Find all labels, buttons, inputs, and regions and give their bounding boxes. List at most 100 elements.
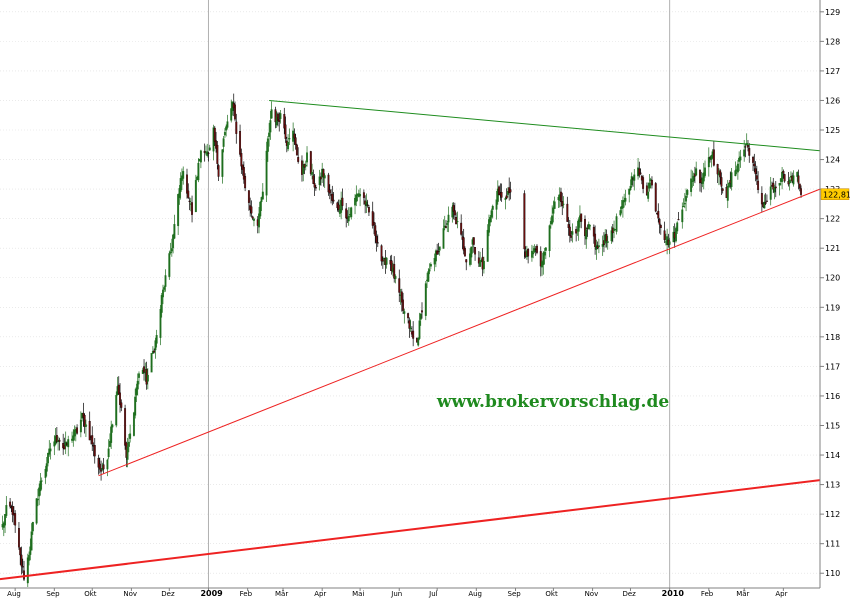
candle-body [359,194,362,197]
candle-body [648,182,651,189]
candle-body [393,264,396,279]
candle-body [38,487,41,497]
candle-body [748,148,751,156]
candle-body [366,204,369,206]
candle-body [138,373,140,378]
candle-body [154,340,157,351]
candle-body [676,222,679,232]
candle-body [173,224,176,239]
candle-body [592,226,595,237]
candle-body [275,116,278,126]
candle-body [21,566,24,568]
candle-body [39,480,42,492]
candle-body [328,189,331,194]
candle-body [400,291,403,303]
candle-body [29,546,32,555]
x-tick-label-16: Dez [622,590,636,598]
candle-body [304,165,307,167]
candle-body [213,127,216,142]
candle-body [373,221,375,226]
candle-body [340,200,343,213]
candle-body [297,157,300,162]
candle-body [403,311,406,314]
candle-body [418,320,421,339]
candle-body [739,156,742,161]
candle-body [20,554,23,567]
candle-body [153,350,156,353]
candle-body [318,176,321,186]
x-tick-label-0: Aug [7,590,21,598]
candle-body [421,310,423,313]
y-tick-label-128: 128 [825,37,840,46]
candle-body [55,434,58,443]
candle-body [9,501,12,507]
x-tick-label-13: Sep [508,590,522,598]
candle-body [584,219,586,237]
candle-body [754,168,757,175]
candle-body [355,194,358,202]
candle-body [162,289,164,298]
candle-body [560,191,562,203]
trendline-long-term-support [0,479,821,581]
candle-body [544,247,547,251]
candle-body [543,252,546,256]
candle-body [302,165,305,174]
candle-body [203,151,206,153]
candle-body [633,174,636,181]
candle-body [589,225,591,227]
candle-body [707,157,710,168]
candle-body [495,199,498,210]
candle-body [98,463,101,470]
candle-body [225,126,228,131]
candle-body [553,201,556,209]
candle-body [170,248,173,252]
candle-body [270,109,273,119]
candle-body [14,513,17,526]
candle-body [489,217,492,223]
candle-body [597,245,600,248]
candle-body [764,202,767,204]
candle-body [251,216,254,219]
candle-body [744,146,747,148]
last-price-label: 122,81 [823,191,850,200]
candle-body [456,221,459,223]
candle-body [716,164,719,175]
candle-body [782,171,785,174]
candle-body [424,283,427,316]
candle-body [337,204,340,211]
candle-body [215,140,218,149]
candle-body [398,278,401,293]
candle-body [124,408,127,446]
candle-body [638,168,641,176]
y-tick-label-111: 111 [825,540,840,549]
y-tick-label-124: 124 [825,156,840,165]
candle-body [266,138,269,152]
candle-body [412,330,415,339]
candle-body [699,170,701,184]
candle-body [111,424,114,428]
candle-body [253,218,255,221]
x-tick-label-14: Okt [545,590,558,598]
x-tick-label-2: Okt [84,590,97,598]
candle-body [407,313,410,319]
candle-body [570,235,573,238]
candle-body [577,219,580,232]
candle-body [127,441,130,447]
candle-body [136,380,139,390]
candle-body [765,200,768,202]
candle-body [110,426,113,443]
y-axis-ticks: 110 111 112 113 114 115 116 117 118 119 120 121 122 1… [820,8,840,578]
candle-body [726,186,729,201]
candle-body [288,138,291,140]
candle-body [675,228,677,242]
candle-body [126,446,129,460]
candle-body [427,271,430,282]
candle-body [774,186,777,189]
candle-body [434,250,437,262]
candle-body [108,440,111,447]
y-tick-label-115: 115 [825,421,840,430]
candle-body [155,335,158,344]
candle-body [788,179,791,184]
candle-body [313,183,316,188]
candle-body [160,295,163,313]
